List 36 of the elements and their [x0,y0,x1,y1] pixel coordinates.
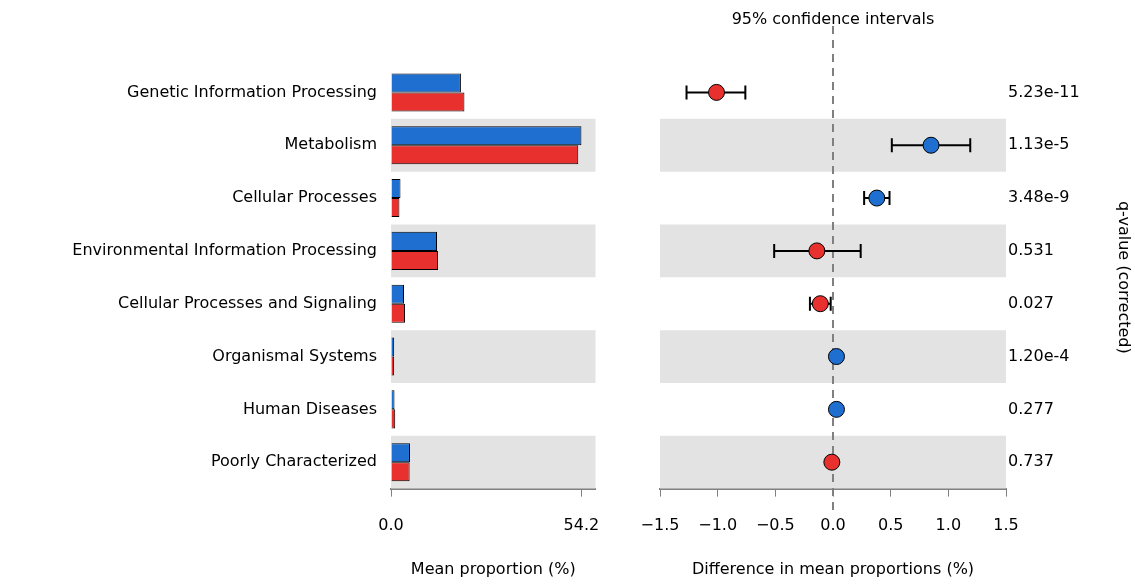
text: 0.737 [1008,451,1054,471]
point [922,136,940,154]
x-tick-label: −1.5 [640,515,680,535]
text: 0.277 [1008,398,1054,418]
x-axis-title: Mean proportion (%) [410,558,576,578]
x-tick-label: 1.0 [935,515,962,535]
x-axis-title: Difference in mean proportions (%) [691,558,975,578]
x-tick-label: 0.0 [378,515,404,535]
x-tick-label: −1.0 [698,515,738,535]
point [708,83,726,101]
text: 0.027 [1008,292,1054,312]
x-tick-label: 0.0 [820,515,846,535]
y-tick-label: Cellular Processes and Signaling [118,292,377,312]
point [868,189,886,207]
chart-title: 95% confidence intervals [731,9,935,29]
point [808,242,826,260]
point [827,348,845,366]
text: 5.23e-11 [1008,81,1080,101]
text: 0.531 [1008,240,1054,260]
y-tick-label: Organismal Systems [212,345,377,365]
x-tick-label: 0.5 [877,515,904,535]
point [827,400,845,418]
y-tick-label: Metabolism [284,134,377,154]
x-tick-label: −0.5 [755,515,795,535]
y-tick-label: Genetic Information Processing [127,81,377,101]
y-tick-label: Cellular Processes [232,187,377,207]
point [823,453,841,471]
x-tick-label: 1.5 [993,515,1019,535]
y-tick-label: Environmental Information Processing [72,240,377,260]
y-tick-label: Human Diseases [242,398,377,418]
text: 1.13e-5 [1008,134,1070,154]
text: 1.20e-4 [1008,345,1070,365]
x-tick-label: 54.2 [563,515,600,535]
y-tick-label: Poorly Characterized [210,451,377,471]
y2-axis-title: q-value (corrected) [1114,200,1134,354]
text: 3.48e-9 [1008,187,1070,207]
